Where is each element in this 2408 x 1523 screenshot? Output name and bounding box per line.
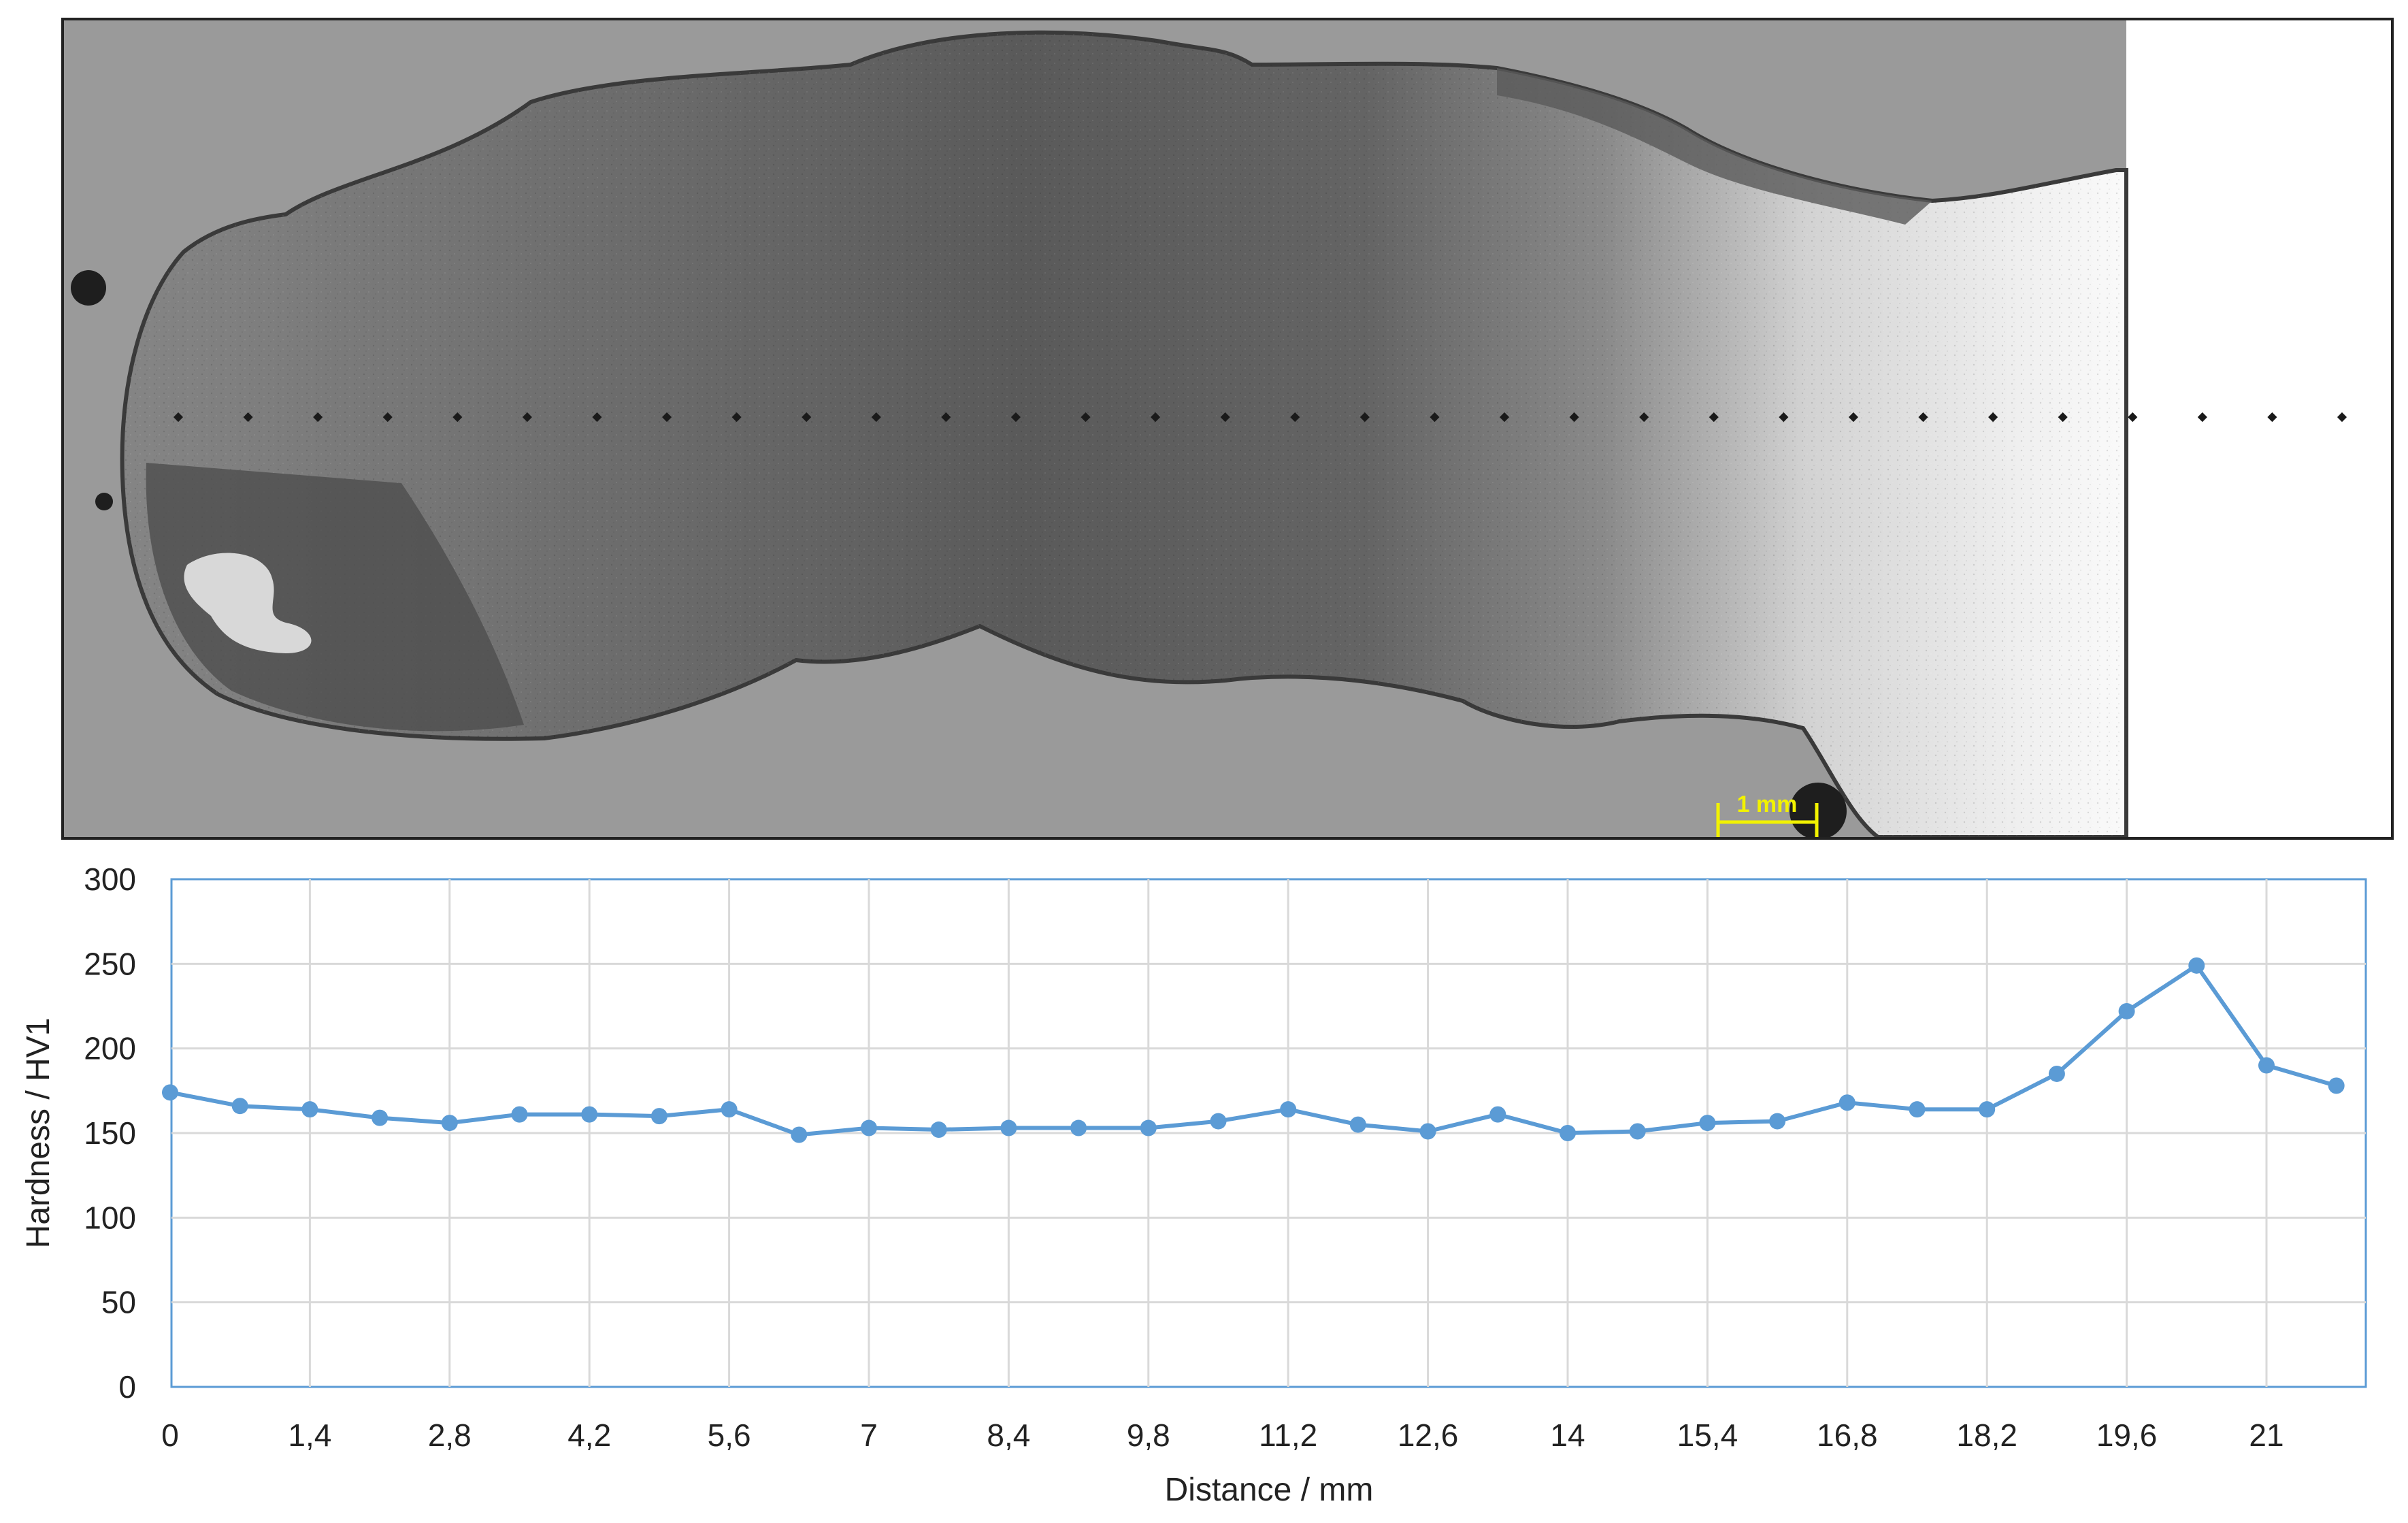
hardness-indent [1010, 412, 1021, 423]
data-point [1000, 1119, 1017, 1136]
data-point [301, 1101, 318, 1118]
data-point [2188, 957, 2205, 974]
x-tick-label: 16,8 [1817, 1418, 1878, 1453]
hardness-indent [731, 412, 742, 423]
hardness-indent [452, 412, 463, 423]
data-point [1489, 1106, 1506, 1123]
x-tick-label: 5,6 [708, 1418, 751, 1453]
x-tick-label: 18,2 [1956, 1418, 2017, 1453]
y-axis-ticks: 0 50 100 150 200 250 300 [84, 862, 136, 1405]
data-point [861, 1119, 877, 1136]
x-tick-label: 8,4 [987, 1418, 1030, 1453]
y-axis-title: Hardness / HV1 [20, 1018, 56, 1249]
data-point [1140, 1119, 1157, 1136]
x-tick-label: 11,2 [1259, 1418, 1317, 1453]
hardness-chart: 0 50 100 150 200 250 300 0 1,4 2,8 4,2 5,6 7 8,4 9,8 1… [20, 862, 2367, 1508]
x-tick-label: 19,6 [2096, 1418, 2158, 1453]
x-tick-label: 0 [161, 1418, 179, 1453]
scale-bar: 1 mm [1716, 791, 1819, 837]
y-tick-label: 0 [118, 1369, 136, 1405]
data-point [2328, 1077, 2345, 1094]
data-point [231, 1098, 248, 1115]
data-point [1769, 1113, 1786, 1130]
x-tick-label: 12,6 [1398, 1418, 1459, 1453]
hardness-data-points [162, 957, 2345, 1143]
data-point [1838, 1094, 1856, 1111]
hardness-indent [802, 412, 812, 423]
y-tick-label: 100 [84, 1200, 136, 1235]
data-point [2118, 1002, 2135, 1019]
micrograph-panel: 1 mm [61, 18, 2394, 840]
data-point [162, 1084, 178, 1101]
data-point [930, 1121, 947, 1139]
x-tick-label: 21 [2249, 1418, 2283, 1453]
x-tick-label: 15,4 [1677, 1418, 1738, 1453]
hardness-indent [522, 412, 532, 423]
hardness-indent [1151, 412, 1161, 423]
light-inclusion [184, 553, 312, 653]
weld-grain-texture [122, 32, 2126, 837]
data-point [1070, 1119, 1087, 1136]
dark-root-region [146, 463, 524, 732]
micrograph-border [61, 18, 2394, 840]
hardness-indent [243, 412, 253, 423]
x-tick-label: 14 [1550, 1418, 1585, 1453]
dark-surface-layer [1497, 68, 1932, 225]
data-point [791, 1126, 808, 1143]
x-tick-label: 2,8 [428, 1418, 472, 1453]
y-tick-label: 300 [84, 862, 136, 897]
data-point [441, 1115, 458, 1132]
y-tick-label: 50 [101, 1285, 136, 1320]
x-tick-label: 1,4 [288, 1418, 331, 1453]
x-axis-ticks: 0 1,4 2,8 4,2 5,6 7 8,4 9,8 11,2 12,6 14 15,4 16,8 18… [161, 1418, 2283, 1453]
data-point [1979, 1101, 1996, 1118]
hardness-indent [661, 412, 672, 423]
data-point [511, 1106, 528, 1123]
unmounted-area [2126, 20, 2392, 837]
data-point [1560, 1125, 1576, 1141]
x-tick-label: 9,8 [1127, 1418, 1170, 1453]
data-point [1909, 1101, 1926, 1118]
x-tick-label: 7 [860, 1418, 878, 1453]
data-point [2048, 1065, 2065, 1082]
hardness-indent [592, 412, 602, 423]
data-point [1629, 1123, 1646, 1140]
hardness-indent [1220, 412, 1230, 423]
y-tick-label: 250 [84, 946, 136, 981]
x-tick-label: 4,2 [567, 1418, 611, 1453]
y-tick-label: 200 [84, 1031, 136, 1066]
data-point [581, 1106, 598, 1123]
data-point [721, 1101, 738, 1118]
hardness-indent [1290, 412, 1300, 423]
pore [71, 270, 106, 306]
data-point [1419, 1123, 1436, 1140]
gridlines [171, 879, 2366, 1387]
data-point [1699, 1115, 1716, 1132]
data-point [650, 1108, 667, 1125]
data-point [1210, 1113, 1227, 1130]
data-point [2258, 1057, 2275, 1074]
hardness-indent [871, 412, 881, 423]
data-point [1349, 1116, 1366, 1133]
hardness-indent [941, 412, 951, 423]
hardness-indent [1359, 412, 1370, 423]
hardness-series-line [169, 963, 2337, 1137]
hardness-indent [173, 412, 184, 423]
pore [95, 493, 113, 510]
hardness-indent [313, 412, 323, 423]
x-axis-title: Distance / mm [1165, 1472, 1374, 1508]
hardness-indent [382, 412, 393, 423]
data-point [372, 1109, 389, 1126]
scale-bar-label: 1 mm [1737, 791, 1798, 817]
hardness-indent [1081, 412, 1091, 423]
y-tick-label: 150 [84, 1115, 136, 1151]
data-point [1280, 1101, 1297, 1118]
